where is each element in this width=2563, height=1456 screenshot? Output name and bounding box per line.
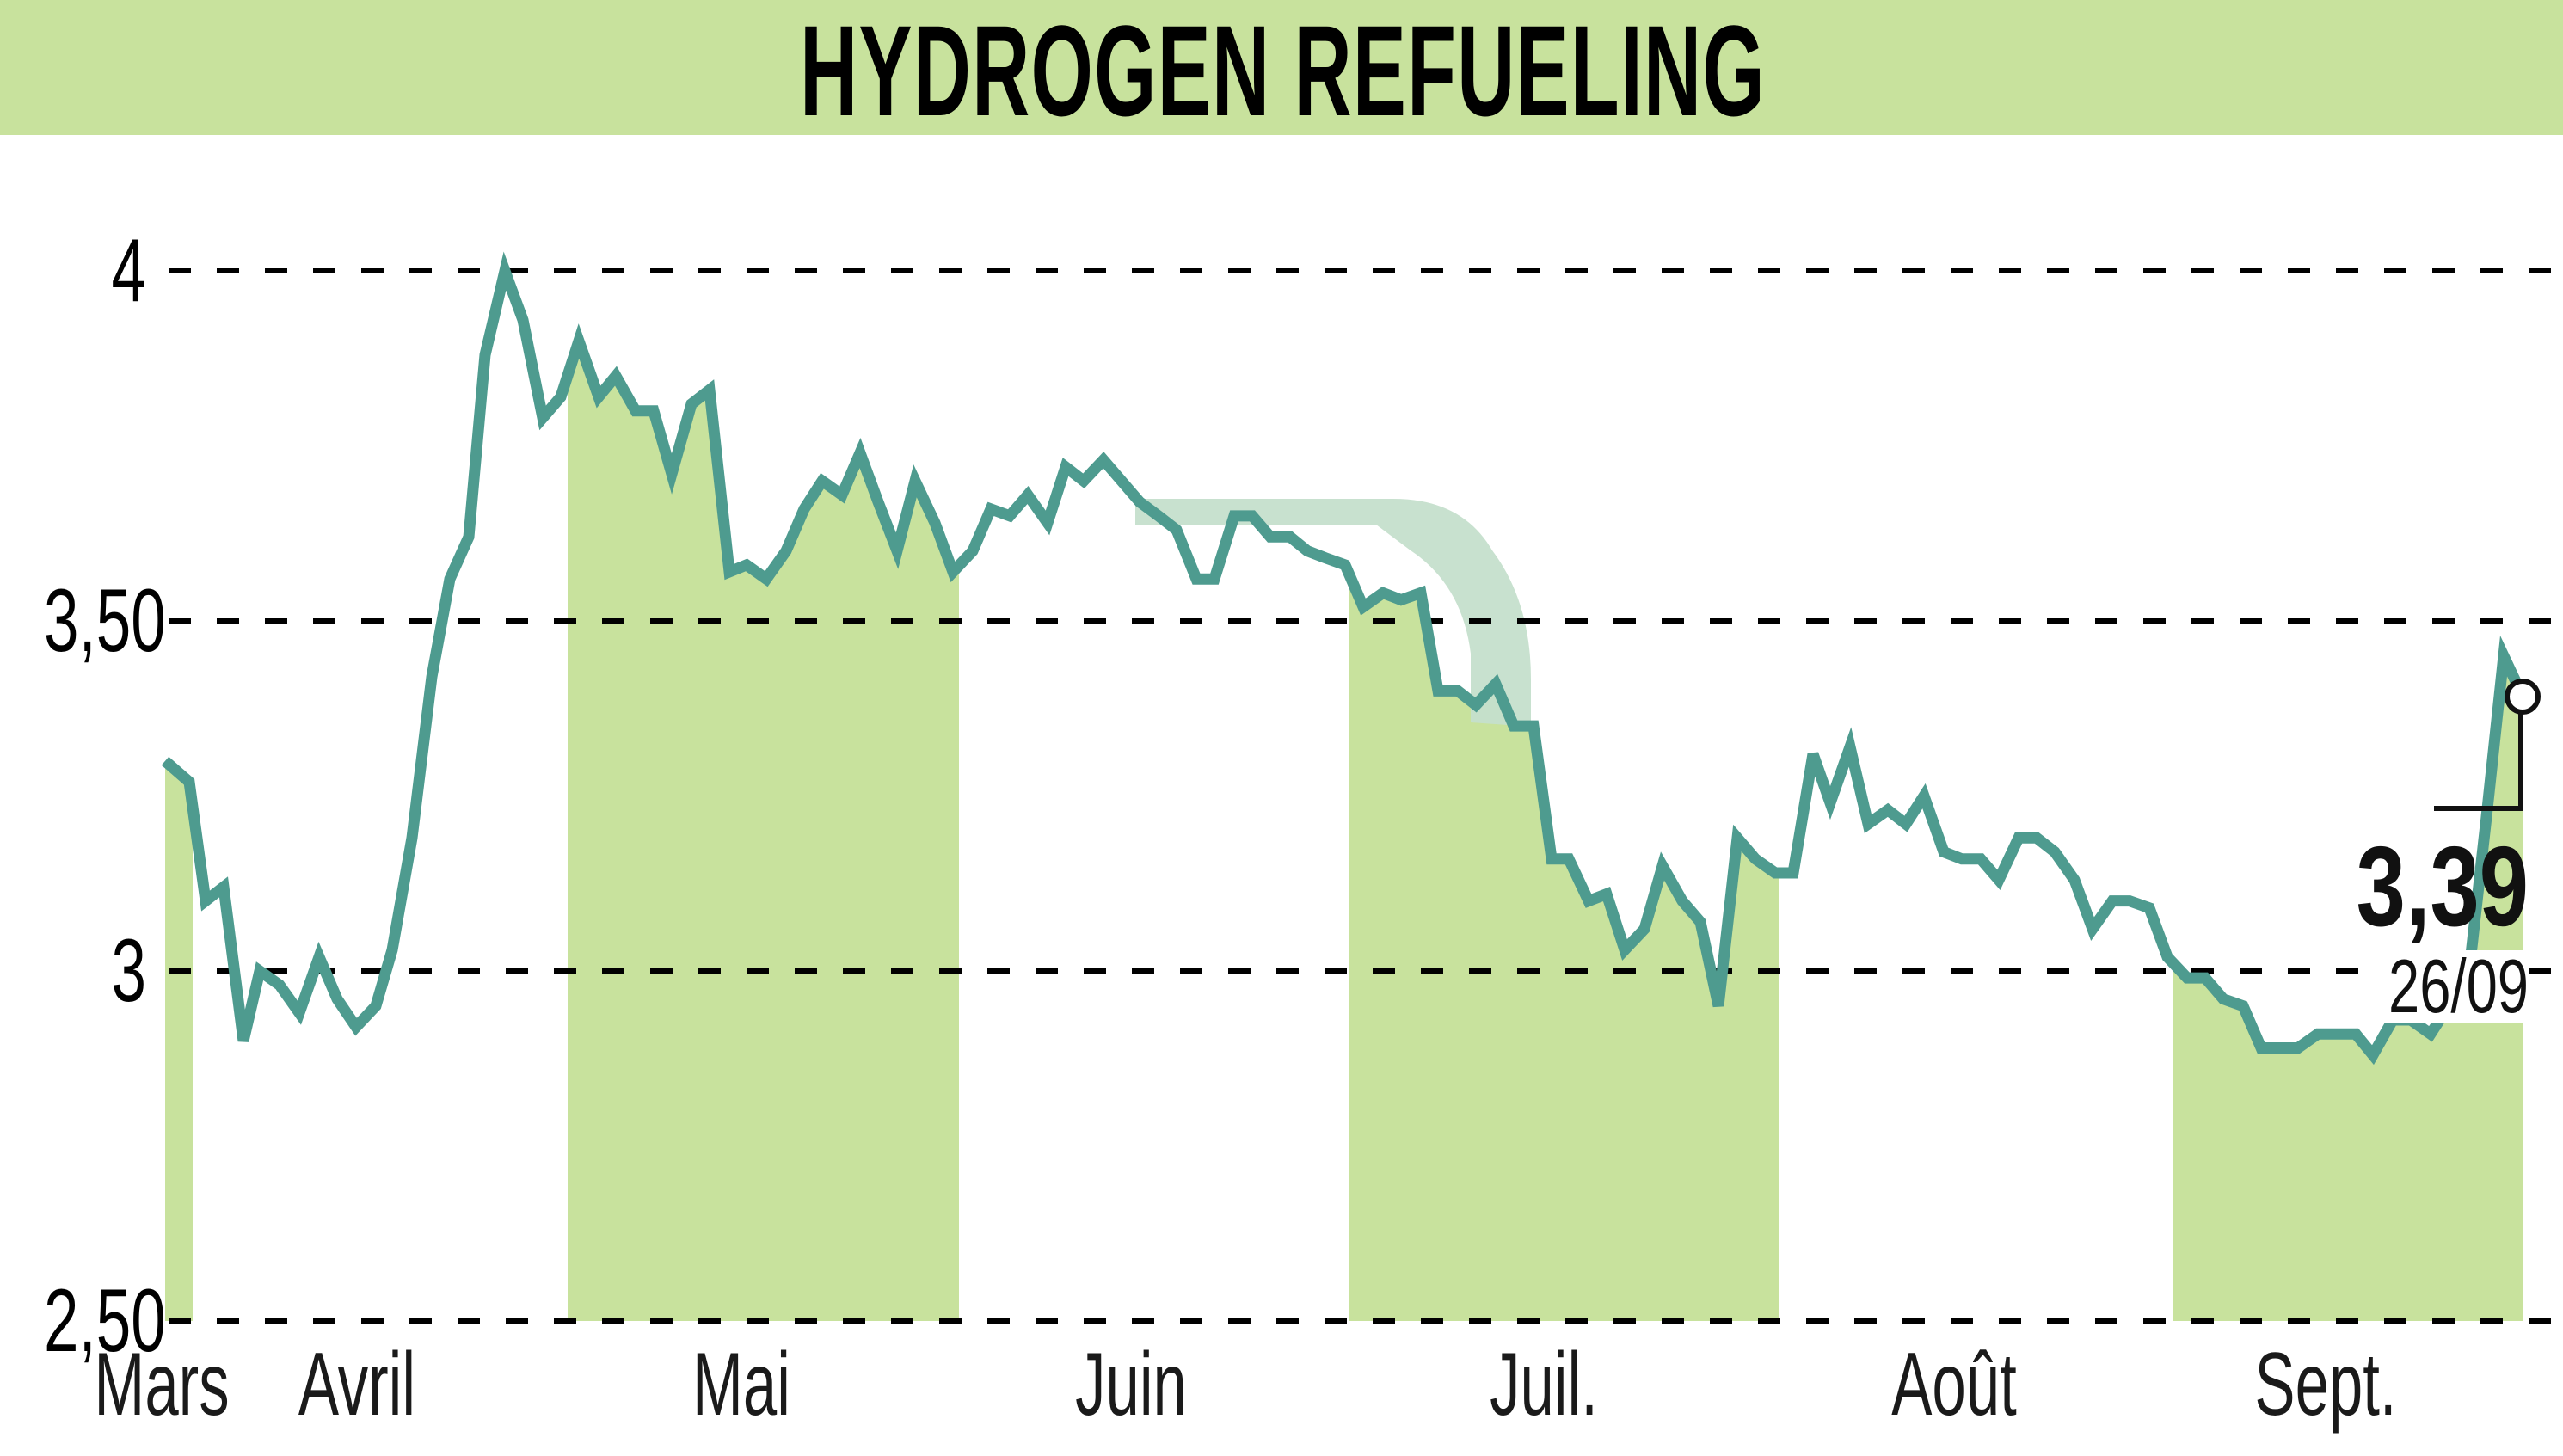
y-tick-3: 3 xyxy=(111,921,146,1021)
x-label-mars: Mars xyxy=(94,1335,230,1434)
x-label-juil: Juil. xyxy=(1490,1335,1598,1434)
month-band xyxy=(1349,574,1779,1321)
title-banner xyxy=(0,0,2563,135)
gridlines xyxy=(169,268,2563,1324)
x-label-mai: Mai xyxy=(692,1335,790,1434)
chart-title: HYDROGEN REFUELING xyxy=(800,0,1766,143)
month-band xyxy=(2173,655,2523,1321)
last-price-date: 26/09 xyxy=(2369,949,2529,1024)
x-label-juin: Juin xyxy=(1075,1335,1187,1434)
x-label-sept: Sept. xyxy=(2254,1335,2397,1434)
last-value-marker xyxy=(2434,679,2541,811)
y-tick-2-50: 2,50 xyxy=(44,1271,166,1371)
x-label-aout: Août xyxy=(1891,1335,2017,1434)
y-tick-4: 4 xyxy=(111,221,146,321)
watermark-arrow-icon xyxy=(1135,499,1531,727)
y-tick-3-50: 3,50 xyxy=(44,571,166,671)
last-price-value: 3,39 xyxy=(2356,823,2529,949)
last-point-circle-icon xyxy=(2505,679,2541,715)
x-label-avril: Avril xyxy=(298,1335,416,1434)
month-bands xyxy=(165,341,2523,1321)
month-band xyxy=(568,341,959,1321)
price-line xyxy=(161,251,2529,1066)
month-band xyxy=(165,760,193,1321)
